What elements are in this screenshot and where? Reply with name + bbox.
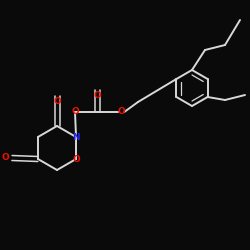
Text: O: O <box>117 108 125 116</box>
Text: O: O <box>2 154 10 162</box>
Text: O: O <box>53 96 61 106</box>
Text: N: N <box>72 132 80 141</box>
Text: O: O <box>72 154 80 164</box>
Text: O: O <box>71 108 79 116</box>
Text: O: O <box>93 90 101 100</box>
